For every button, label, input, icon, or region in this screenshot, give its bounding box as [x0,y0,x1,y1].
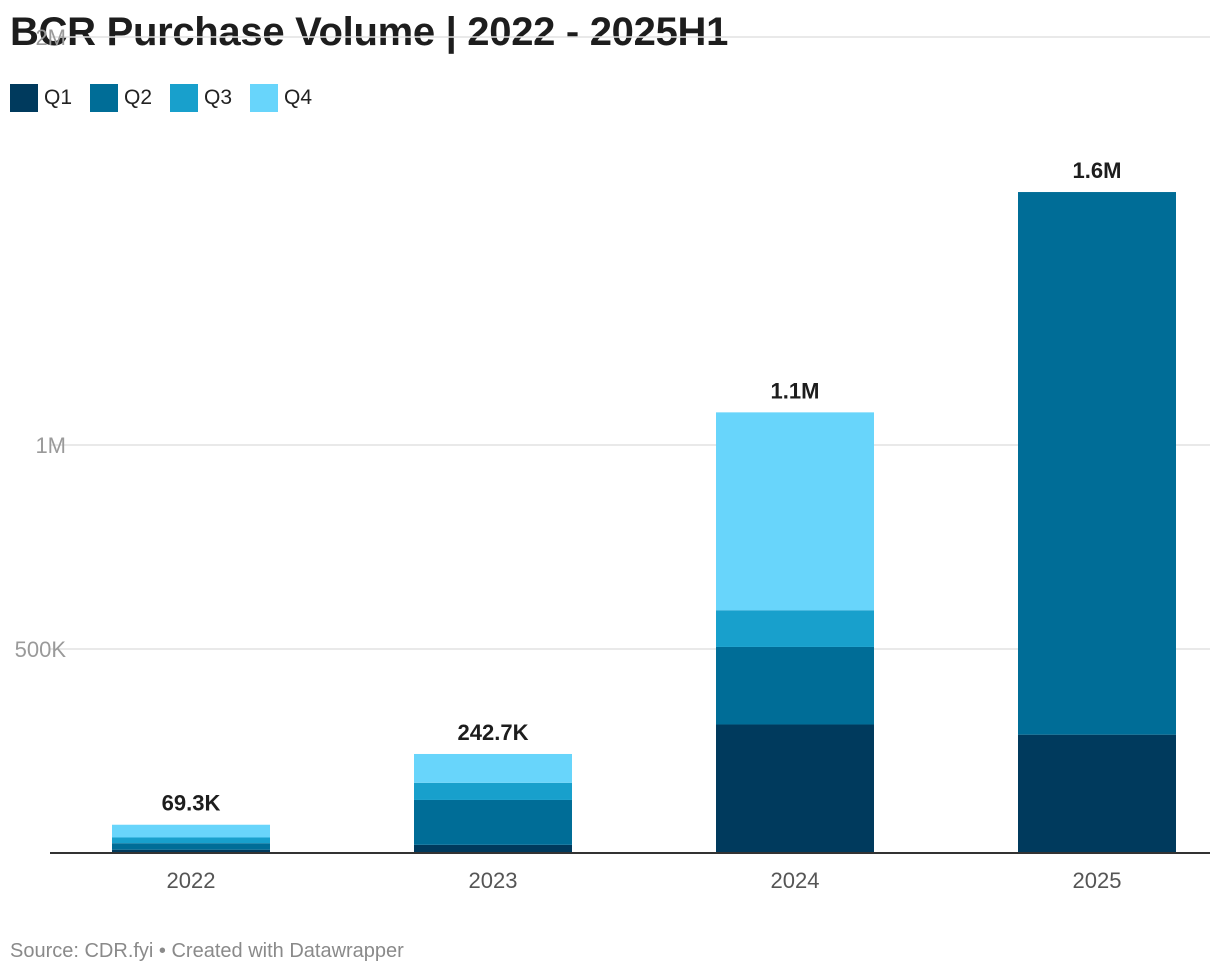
legend-swatch-q4 [250,84,279,112]
y-tick-label-500k: 500K [15,637,67,662]
x-tick-label-2023: 2023 [469,868,518,893]
legend-label-q3: Q3 [204,86,233,109]
total-label-2024: 1.1M [771,378,820,403]
bar-2024-q3 [716,610,874,647]
bar-2023-q1 [414,844,572,853]
bar-2022-q4 [112,824,270,838]
legend-label-q4: Q4 [284,86,313,109]
total-label-2025: 1.6M [1073,158,1122,183]
legend-label-q1: Q1 [44,86,73,109]
bar-2024-q2 [716,646,874,725]
chart-title: BCR Purchase Volume | 2022 - 2025H1 [10,10,729,54]
x-tick-label-2025: 2025 [1073,868,1122,893]
bar-2024-q4 [716,412,874,611]
bar-2023-q4 [414,753,572,783]
x-tick-label-2024: 2024 [771,868,820,893]
legend-label-q2: Q2 [124,86,153,109]
bar-2025-q2 [1018,192,1176,735]
legend-item-q1: Q1 [10,84,72,112]
x-tick-label-2022: 2022 [167,868,216,893]
bar-2022-q3 [112,837,270,844]
y-tick-label-1m: 1M [35,433,66,458]
legend-item-q3: Q3 [170,84,232,112]
bar-2022-q1 [112,849,270,853]
bar-2023-q3 [414,782,572,800]
y-tick-label-2m: 2M [35,25,66,50]
legend-swatch-q3 [170,84,199,112]
legend-swatch-q2 [90,84,119,112]
source-footer: Source: CDR.fyi • Created with Datawrapp… [10,940,404,962]
legend-swatch-q1 [10,84,38,112]
bar-2024-q1 [716,724,874,853]
legend-item-q4: Q4 [250,84,312,112]
legend-item-q2: Q2 [90,84,152,112]
bar-2025-q1 [1018,734,1176,853]
bar-2023-q2 [414,799,572,845]
bar-2022-q2 [112,843,270,850]
total-label-2023: 242.7K [458,720,529,745]
total-label-2022: 69.3K [162,791,221,816]
legend: Q1 Q2 Q3 Q4 [10,84,312,112]
